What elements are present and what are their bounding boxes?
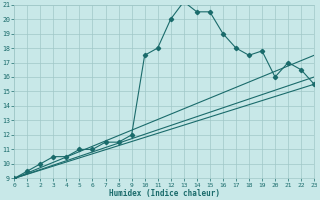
X-axis label: Humidex (Indice chaleur): Humidex (Indice chaleur): [109, 189, 220, 198]
